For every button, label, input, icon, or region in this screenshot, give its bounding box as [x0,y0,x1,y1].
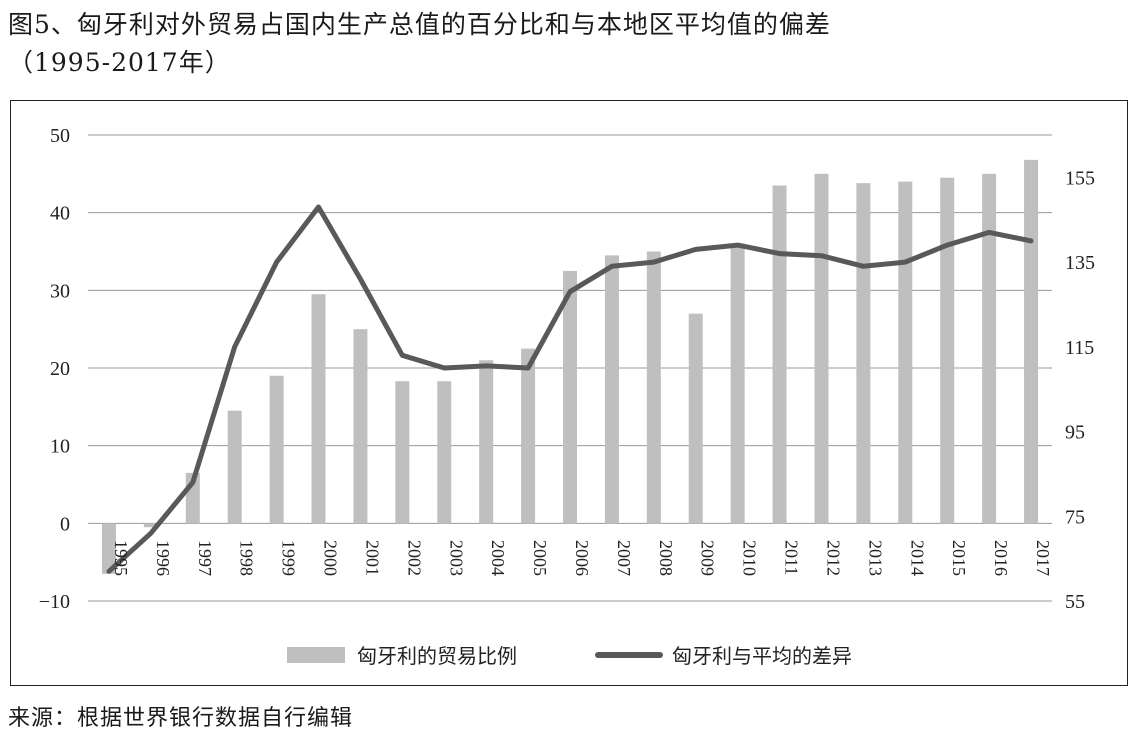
right-axis-tick-label: 115 [1065,337,1094,359]
line-series [106,204,1034,574]
x-axis-ticks: 1995 1996 1997 1998 1999 2000 2001 2002 2003 2004… [111,540,1053,576]
bar [772,185,787,524]
left-axis-tick-label: 40 [50,203,70,225]
x-axis-tick-label: 1999 [279,540,299,576]
x-axis-tick-label: 2014 [907,540,927,576]
bar [311,294,326,524]
bar [730,243,745,524]
difference-line [106,204,1034,574]
x-axis-tick-label: 2007 [614,540,634,576]
x-axis-tick-label: 2012 [823,540,843,576]
x-axis-tick-label: 1995 [111,540,131,576]
x-axis-tick-label: 2016 [991,540,1011,576]
bar [143,523,158,528]
x-axis-tick-label: 2001 [362,540,382,576]
left-axis-tick-label: −10 [39,591,70,613]
x-axis-tick-label: 2015 [949,540,969,576]
x-axis-tick-label: 2005 [530,540,550,576]
left-axis-tick-label: 20 [50,358,70,380]
legend-bar-swatch [287,647,345,663]
bar [437,381,452,524]
x-axis-tick-label: 1997 [195,540,215,576]
source-note: 来源：根据世界银行数据自行编辑 [8,706,354,731]
chart-title: 图5、匈牙利对外贸易占国内生产总值的百分比和与本地区平均值的偏差 （1995-2… [8,6,831,82]
left-axis-tick-label: 30 [50,280,70,302]
left-axis-ticks: −10 0 10 20 30 40 50 [39,125,70,613]
x-axis-tick-label: 2009 [698,540,718,576]
right-axis-tick-label: 55 [1065,591,1085,613]
x-axis-tick-label: 2011 [782,540,802,575]
bar [604,255,619,524]
right-axis-tick-label: 155 [1065,167,1095,189]
left-axis-tick-label: 50 [50,125,70,147]
bar [479,360,494,524]
bar [353,329,368,524]
x-axis-tick-label: 2002 [404,540,424,576]
bar-series [101,159,1039,574]
x-axis-tick-label: 1998 [237,540,257,576]
legend-line-label: 匈牙利与平均的差异 [672,644,852,668]
x-axis-tick-label: 2004 [488,540,508,576]
x-axis-tick-label: 2017 [1033,540,1053,576]
bar [521,348,536,524]
bar [898,181,913,524]
bar [688,313,703,524]
combo-chart: 1995 1996 1997 1998 1999 2000 2001 2002 2003 2004… [39,125,1095,668]
legend: 匈牙利的贸易比例 匈牙利与平均的差异 [287,644,852,668]
chart-frame [10,100,1128,686]
bar [101,523,116,574]
legend-bar-label: 匈牙利的贸易比例 [357,644,517,668]
right-axis-tick-label: 95 [1065,422,1085,444]
bar [1024,159,1039,524]
x-axis-tick-label: 2008 [656,540,676,576]
bar [269,375,284,524]
x-axis-tick-label: 2013 [865,540,885,576]
left-axis-tick-label: 10 [50,436,70,458]
right-axis-ticks: 55 75 95 115 135 155 [1065,167,1095,613]
right-axis-tick-label: 135 [1065,252,1095,274]
x-axis-tick-label: 1996 [153,540,173,576]
x-axis-tick-label: 2003 [446,540,466,576]
x-axis-tick-label: 2010 [740,540,760,576]
bar [814,173,829,524]
chart-title-line1: 图5、匈牙利对外贸易占国内生产总值的百分比和与本地区平均值的偏差 [8,10,831,39]
left-axis-tick-label: 0 [60,513,70,535]
bar [563,270,577,524]
bar [227,410,242,524]
right-axis-tick-label: 75 [1065,506,1085,528]
bar [395,381,410,524]
bar [856,183,871,524]
bar [646,251,661,524]
bar [940,177,955,524]
x-axis-tick-label: 2000 [321,540,341,576]
x-axis-tick-label: 2006 [572,540,592,576]
chart-title-line2: （1995-2017年） [8,48,231,77]
bar [982,173,997,524]
